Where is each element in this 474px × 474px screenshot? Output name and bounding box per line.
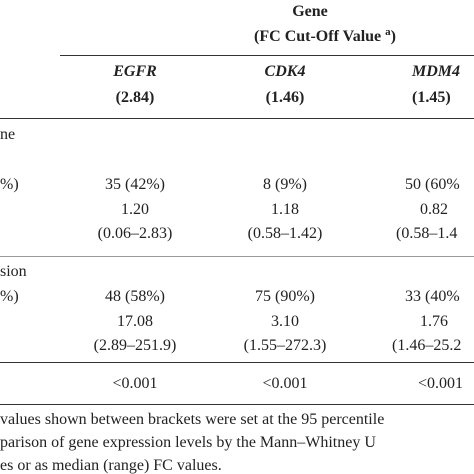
- footnote-mark: a: [385, 25, 391, 38]
- cell: 75 (90%): [255, 288, 315, 305]
- cell: 0.82: [420, 201, 448, 218]
- rule: [0, 362, 474, 363]
- p-value: <0.001: [262, 375, 308, 392]
- cell: 8 (9%): [263, 176, 307, 193]
- subtitle-close: ): [390, 28, 396, 46]
- cell: 33 (40%: [405, 288, 460, 305]
- gene-name: EGFR: [113, 63, 157, 80]
- cutoff: (1.45): [412, 89, 451, 106]
- cell: 3.10: [271, 313, 299, 330]
- rule: [0, 118, 474, 119]
- rule: [0, 256, 474, 257]
- cell: 35 (42%): [105, 176, 165, 193]
- cell: 50 (60%: [405, 176, 460, 193]
- row-label: %): [0, 176, 19, 193]
- cell: 48 (58%): [105, 288, 165, 305]
- cell: (0.06–2.83): [97, 225, 173, 242]
- cutoff: (2.84): [115, 89, 155, 106]
- row-label: %): [0, 288, 19, 305]
- footnote: es or as median (range) FC values.: [0, 457, 222, 474]
- header-subtitle: (FC Cut-Off Value a): [254, 26, 396, 46]
- cell: (0.58–1.42): [247, 225, 323, 242]
- cutoff: (1.46): [265, 89, 305, 106]
- cell: 1.20: [121, 201, 149, 218]
- p-value: <0.001: [112, 375, 158, 392]
- header-title: Gene: [292, 3, 328, 20]
- rule: [60, 55, 474, 56]
- cell: (1.55–272.3): [243, 337, 327, 354]
- cell: (1.46–25.2: [392, 337, 462, 354]
- cell: 17.08: [117, 313, 153, 330]
- p-value: <0.001: [418, 375, 464, 392]
- subtitle-text: (FC Cut-Off Value: [254, 28, 382, 46]
- section-label: sion: [0, 263, 27, 280]
- cell: (0.58–1.4: [396, 225, 458, 242]
- footnote: parison of gene expression levels by the…: [0, 434, 376, 451]
- cell: 1.76: [420, 313, 448, 330]
- footnote: values shown between brackets were set a…: [0, 411, 385, 428]
- cell: (2.89–251.9): [93, 337, 177, 354]
- rule: [0, 404, 474, 405]
- gene-name: MDM4: [412, 63, 461, 80]
- cell: 1.18: [271, 201, 299, 218]
- section-label: ne: [0, 126, 16, 143]
- gene-name: CDK4: [264, 63, 306, 80]
